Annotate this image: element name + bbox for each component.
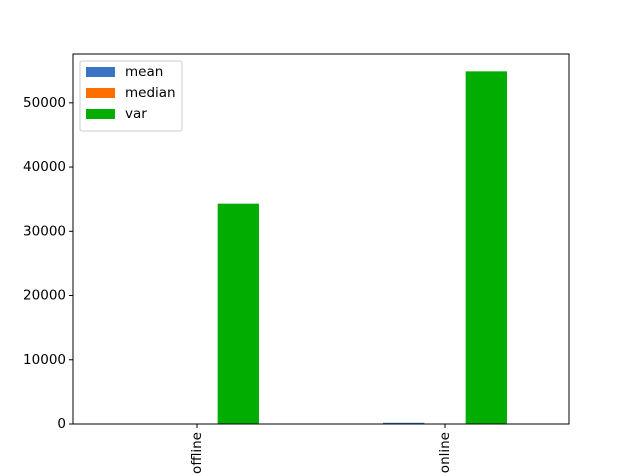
- bar-var-online: [465, 71, 507, 424]
- legend: mean median var: [79, 60, 183, 132]
- legend-swatch-median: [86, 88, 115, 98]
- bars-group: [135, 71, 507, 424]
- bar-var-offline: [217, 203, 259, 424]
- y-tick-label: 20000: [23, 288, 66, 304]
- x-tick-label-offline: offline: [189, 432, 205, 474]
- y-tick-label: 40000: [23, 159, 66, 175]
- axes-group: 0 10000 20000 30000 40000 50000 offline online: [23, 95, 453, 474]
- y-tick-label: 0: [57, 416, 66, 432]
- y-tick-label: 50000: [23, 95, 66, 111]
- legend-label-mean: mean: [125, 64, 163, 80]
- legend-swatch-mean: [86, 67, 115, 77]
- y-tick-label: 30000: [23, 223, 66, 239]
- bar-mean-online: [383, 422, 425, 424]
- x-tick-label-online: online: [437, 432, 453, 473]
- legend-label-var: var: [125, 106, 147, 122]
- y-tick-label: 10000: [23, 352, 66, 368]
- legend-swatch-var: [86, 109, 115, 119]
- plot-frame: [72, 53, 570, 425]
- legend-label-median: median: [125, 85, 176, 101]
